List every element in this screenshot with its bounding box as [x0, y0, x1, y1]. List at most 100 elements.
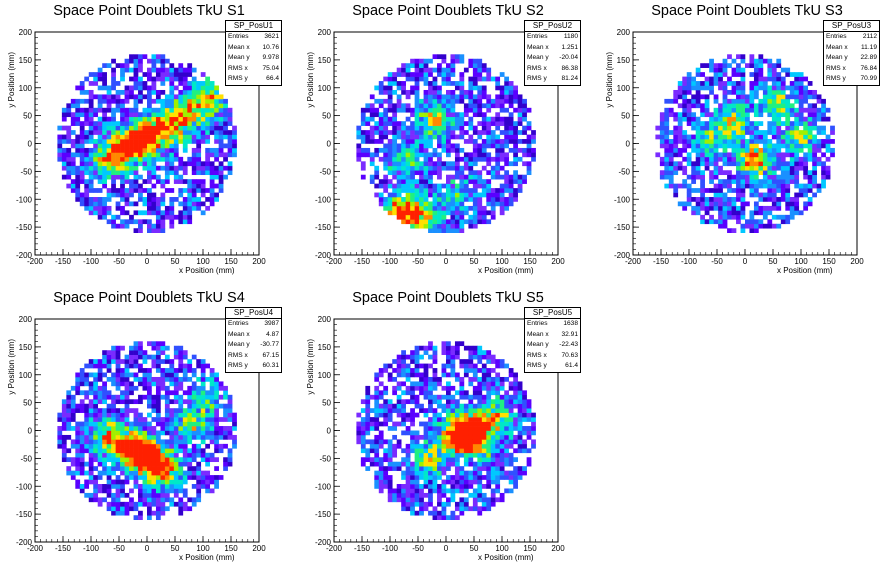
heatmap-bin: [75, 147, 81, 153]
heatmap-bin: [414, 443, 420, 449]
heatmap-bin: [191, 390, 197, 396]
y-tick-label: -50: [20, 454, 32, 463]
y-axis-label: y Position (mm): [306, 52, 315, 108]
heatmap-bin: [84, 89, 90, 95]
heatmap-bin: [405, 448, 411, 454]
heatmap-bin: [178, 466, 184, 471]
heatmap-bin: [504, 94, 510, 100]
heatmap-bin: [102, 143, 107, 149]
heatmap-bin: [736, 205, 741, 211]
heatmap-bin: [686, 139, 692, 144]
heatmap-bin: [133, 219, 139, 225]
heatmap-bin: [124, 403, 130, 409]
heatmap-bin: [477, 134, 483, 140]
heatmap-bin: [200, 165, 206, 171]
heatmap-bin: [111, 510, 116, 516]
heatmap-bin: [106, 130, 112, 135]
heatmap-bin: [803, 161, 809, 167]
heatmap-bin: [441, 125, 447, 131]
heatmap-bin: [70, 130, 76, 135]
heatmap-bin: [173, 434, 179, 440]
heatmap-bin: [749, 81, 755, 86]
heatmap-bin: [472, 94, 478, 100]
heatmap-bin: [472, 103, 478, 109]
heatmap-bin: [437, 515, 442, 520]
heatmap-bin: [70, 399, 76, 405]
heatmap-bin: [450, 121, 456, 126]
heatmap-bin: [214, 170, 219, 176]
heatmap-bin: [387, 461, 393, 467]
heatmap-bin: [401, 156, 406, 162]
heatmap-bin: [147, 147, 152, 153]
heatmap-bin: [223, 408, 228, 413]
heatmap-bin: [169, 112, 175, 118]
heatmap-bin: [173, 417, 179, 422]
heatmap-bin: [173, 103, 179, 109]
heatmap-bin: [410, 112, 415, 118]
heatmap-bin: [825, 156, 831, 162]
heatmap-bin: [450, 174, 456, 180]
heatmap-bin: [147, 205, 152, 211]
heatmap-bin: [187, 67, 193, 73]
heatmap-bin: [472, 63, 478, 68]
heatmap-bin: [794, 152, 800, 158]
heatmap-bin: [79, 201, 85, 207]
heatmap-bin: [414, 484, 420, 489]
heatmap-bin: [66, 426, 72, 431]
heatmap-bin: [396, 107, 402, 113]
heatmap-bin: [138, 350, 143, 355]
heatmap-bin: [191, 381, 197, 387]
heatmap-bin: [419, 210, 424, 216]
heatmap-bin: [138, 143, 143, 149]
heatmap-bin: [124, 421, 130, 427]
heatmap-bin: [61, 452, 67, 458]
heatmap-bin: [419, 443, 424, 449]
heatmap-bin: [106, 192, 112, 198]
heatmap-bin: [780, 156, 786, 162]
heatmap-bin: [164, 376, 170, 382]
heatmap-bin: [178, 76, 184, 82]
heatmap-bin: [745, 130, 750, 135]
heatmap-bin: [423, 475, 429, 480]
heatmap-bin: [718, 81, 723, 86]
heatmap-bin: [459, 116, 465, 122]
heatmap-bin: [191, 188, 197, 193]
heatmap-bin: [120, 130, 125, 135]
heatmap-bin: [182, 72, 188, 77]
x-tick-label: 0: [444, 257, 449, 266]
heatmap-bin: [419, 488, 424, 494]
heatmap-bin: [423, 58, 429, 64]
heatmap-bin: [454, 156, 460, 162]
heatmap-bin: [727, 170, 732, 176]
heatmap-bin: [102, 350, 107, 355]
heatmap-bin: [191, 130, 197, 135]
heatmap-bin: [209, 394, 215, 400]
heatmap-bin: [454, 228, 460, 233]
heatmap-bin: [164, 67, 170, 73]
heatmap-bin: [780, 67, 786, 73]
heatmap-bin: [410, 165, 415, 171]
heatmap-bin: [111, 426, 116, 431]
stats-row: Mean x 10.76: [226, 43, 281, 54]
heatmap-bin: [468, 125, 474, 131]
heatmap-bin: [160, 58, 166, 64]
heatmap-bin: [383, 85, 389, 91]
heatmap-bin: [508, 192, 514, 198]
heatmap-bin: [383, 452, 389, 458]
heatmap-bin: [160, 457, 166, 463]
heatmap-bin: [410, 381, 415, 387]
heatmap-bin: [155, 197, 161, 202]
heatmap-bin: [821, 183, 826, 189]
heatmap-bin: [432, 228, 438, 233]
heatmap-bin: [414, 58, 420, 64]
heatmap-bin: [419, 170, 424, 176]
heatmap-bin: [481, 125, 487, 131]
heatmap-bin: [387, 457, 393, 463]
heatmap-bin: [147, 107, 152, 113]
heatmap-bin: [749, 170, 755, 176]
heatmap-bin: [396, 72, 402, 77]
heatmap-bin: [405, 94, 411, 100]
heatmap-bin: [517, 103, 523, 109]
heatmap-bin: [432, 368, 438, 373]
